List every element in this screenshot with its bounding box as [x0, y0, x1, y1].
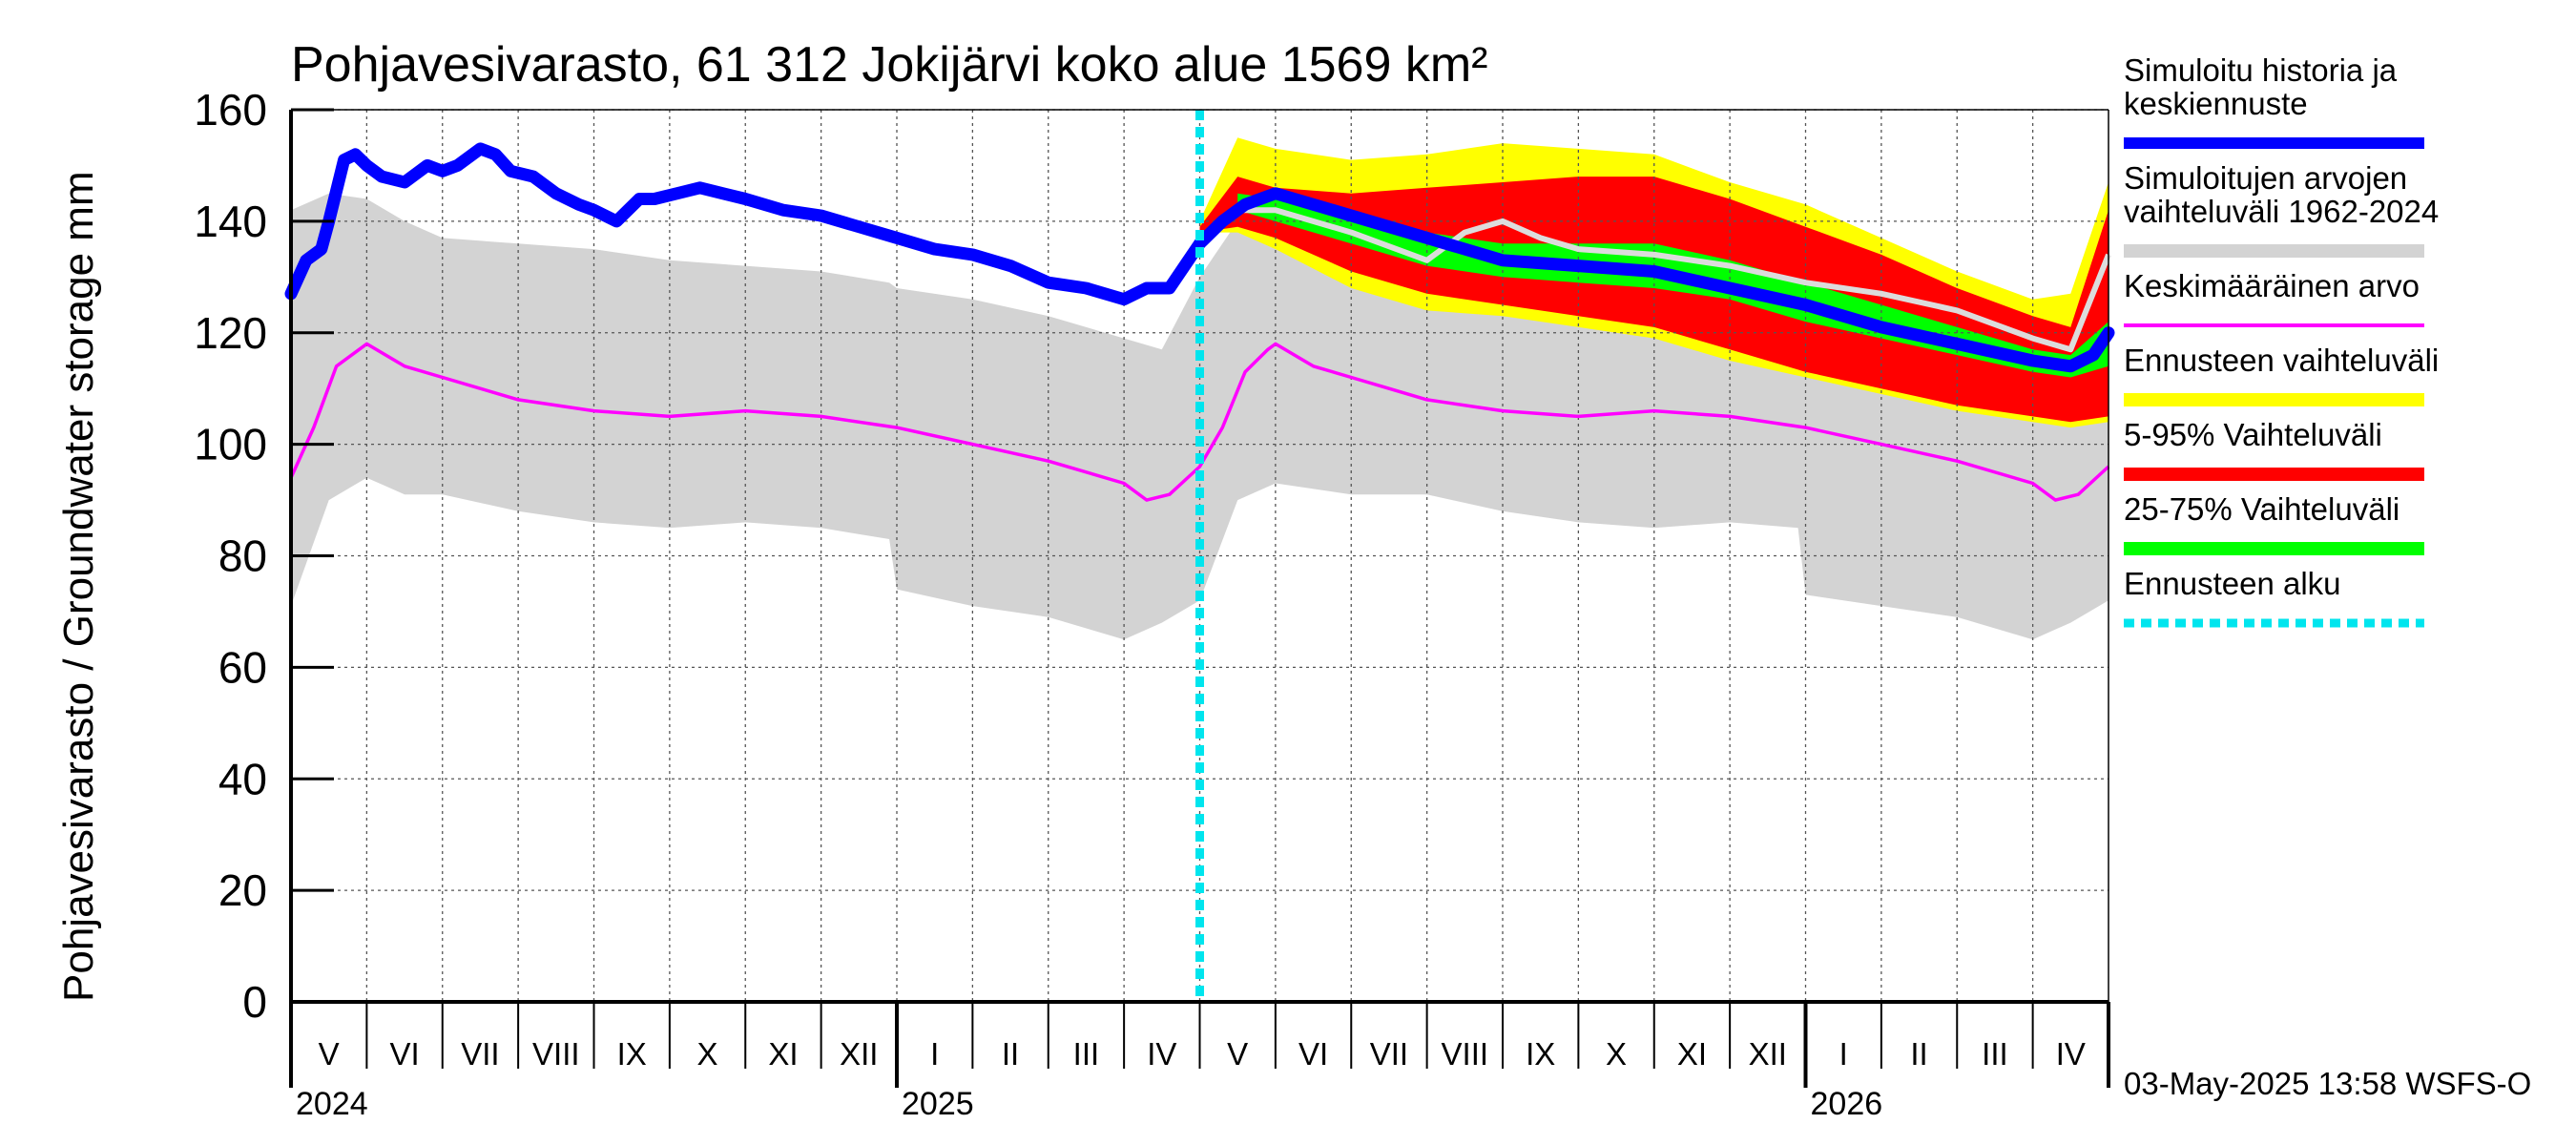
month-label: I	[930, 1036, 939, 1072]
month-label: II	[1002, 1036, 1019, 1072]
legend-item: Ennusteen vaihteluväli	[2124, 343, 2439, 406]
legend-item: Ennusteen alku	[2124, 566, 2424, 628]
mean-line	[289, 342, 2110, 502]
legend-label: Ennusteen vaihteluväli	[2124, 343, 2439, 378]
month-label: I	[1839, 1036, 1848, 1072]
y-tick-label: 80	[218, 531, 267, 581]
timestamp-footer: 03-May-2025 13:58 WSFS-O	[2124, 1066, 2531, 1101]
y-axis-label: Pohjavesivarasto / Groundwater storage m…	[55, 171, 102, 1002]
legend-item: Keskimääräinen arvo	[2124, 268, 2424, 327]
month-label: IX	[617, 1036, 647, 1072]
month-label: XII	[840, 1036, 878, 1072]
month-label: IV	[1147, 1036, 1176, 1072]
chart-title: Pohjavesivarasto, 61 312 Jokijärvi koko …	[291, 37, 1487, 93]
month-label: X	[697, 1036, 718, 1072]
legend-label: 25-75% Vaihteluväli	[2124, 491, 2399, 527]
month-label: XII	[1749, 1036, 1787, 1072]
month-label: III	[1073, 1036, 1100, 1072]
legend-label: Simuloitujen arvojen	[2124, 160, 2407, 196]
y-tick-label: 140	[194, 197, 267, 246]
year-label: 2024	[296, 1086, 368, 1122]
month-label: VIII	[532, 1036, 580, 1072]
legend-label: keskiennuste	[2124, 86, 2308, 121]
y-tick-label: 100	[194, 420, 267, 469]
legend-label: Ennusteen alku	[2124, 566, 2341, 601]
month-label: X	[1606, 1036, 1627, 1072]
legend: Simuloitu historia jakeskiennusteSimuloi…	[2124, 52, 2439, 628]
month-label: III	[1982, 1036, 2008, 1072]
month-label: VI	[389, 1036, 419, 1072]
plot-ticks: 0 20 40 60 80 100 120 140 160	[194, 85, 334, 1027]
month-label: V	[1227, 1036, 1248, 1072]
y-tick-label: 60	[218, 642, 267, 692]
historic-trace-line	[1237, 207, 2111, 353]
y-tick-label: 160	[194, 85, 267, 135]
y-tick-label: 120	[194, 308, 267, 358]
month-label: VI	[1298, 1036, 1328, 1072]
month-label: VIII	[1442, 1036, 1489, 1072]
legend-label: 5-95% Vaihteluväli	[2124, 417, 2382, 452]
plot-lines	[284, 110, 2115, 1002]
month-label: IV	[2056, 1036, 2086, 1072]
y-tick-label: 0	[242, 977, 267, 1027]
legend-item: 25-75% Vaihteluväli	[2124, 491, 2424, 555]
month-label: V	[319, 1036, 340, 1072]
month-label: IX	[1526, 1036, 1555, 1072]
month-axis: V VI VII VIII IX X XI XII I II III IV V VI VII VIII IX X X…	[289, 1002, 2110, 1122]
simulated-forecast-line	[284, 142, 2115, 373]
month-label: XI	[768, 1036, 798, 1072]
legend-label: Keskimääräinen arvo	[2124, 268, 2420, 303]
year-label: 2025	[902, 1086, 974, 1122]
y-tick-label: 40	[218, 754, 267, 803]
month-label: VII	[1370, 1036, 1408, 1072]
month-label: XI	[1677, 1036, 1707, 1072]
month-label: VII	[461, 1036, 499, 1072]
legend-item: 5-95% Vaihteluväli	[2124, 417, 2424, 481]
legend-label: Simuloitu historia ja	[2124, 52, 2398, 88]
month-label: II	[1910, 1036, 1927, 1072]
y-tick-label: 20	[218, 865, 267, 915]
legend-label: vaihteluväli 1962-2024	[2124, 194, 2439, 229]
year-label: 2026	[1811, 1086, 1883, 1122]
